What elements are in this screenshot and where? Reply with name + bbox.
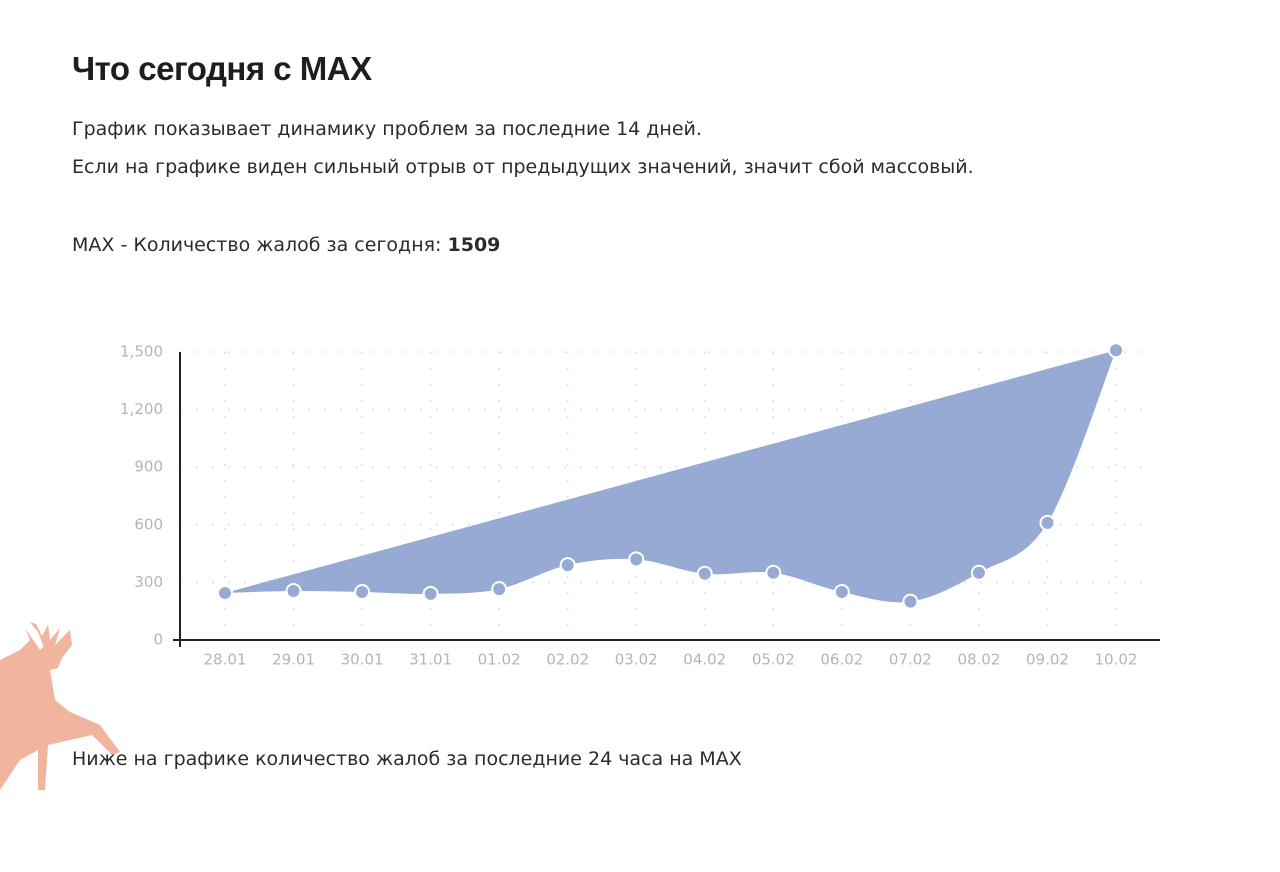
y-tick-label: 0 xyxy=(153,631,163,649)
x-tick-label: 31.01 xyxy=(409,651,452,669)
description-line: График показывает динамику проблем за по… xyxy=(72,118,702,140)
y-tick-label: 300 xyxy=(134,573,163,591)
today-count: MAX - Количество жалоб за сегодня: 1509 xyxy=(72,234,500,256)
x-tick-label: 07.02 xyxy=(889,651,932,669)
area xyxy=(225,350,1116,603)
point xyxy=(765,564,782,581)
point xyxy=(1039,514,1056,531)
x-tick-label: 08.02 xyxy=(957,651,1000,669)
footer-text: Ниже на графике количество жалоб за посл… xyxy=(72,748,742,770)
point xyxy=(628,551,645,568)
point xyxy=(354,584,371,600)
page-title: Что сегодня с MAX xyxy=(72,50,372,87)
x-tick-label: 02.02 xyxy=(546,651,589,669)
today-value: 1509 xyxy=(447,234,501,256)
point xyxy=(285,583,302,600)
x-tick-label: 05.02 xyxy=(752,651,795,669)
point xyxy=(491,581,508,598)
y-tick-label: 1,500 xyxy=(120,343,163,361)
y-tick-label: 1,200 xyxy=(120,400,163,418)
y-tick-label: 600 xyxy=(134,515,163,533)
point xyxy=(696,565,713,582)
x-tick-label: 09.02 xyxy=(1026,651,1069,669)
today-label: MAX - Количество жалоб за сегодня: xyxy=(72,234,442,256)
x-tick-label: 01.02 xyxy=(478,651,521,669)
x-tick-label: 06.02 xyxy=(820,651,863,669)
point xyxy=(422,585,439,602)
x-tick-label: 03.02 xyxy=(615,651,658,669)
point xyxy=(217,584,233,601)
point xyxy=(833,584,850,600)
x-tick-label: 29.01 xyxy=(272,651,315,669)
point xyxy=(970,564,987,581)
x-tick-label: 28.01 xyxy=(204,651,247,669)
point xyxy=(559,557,576,574)
x-tick-label: 04.02 xyxy=(683,651,726,669)
point xyxy=(1108,342,1124,359)
point xyxy=(902,593,919,610)
y-tick-label: 900 xyxy=(134,458,163,476)
x-tick-label: 30.01 xyxy=(341,651,384,669)
x-tick-label: 10.02 xyxy=(1095,651,1138,669)
deer-decoration xyxy=(0,622,120,790)
description-line: Если на графике виден сильный отрыв от п… xyxy=(72,156,974,178)
